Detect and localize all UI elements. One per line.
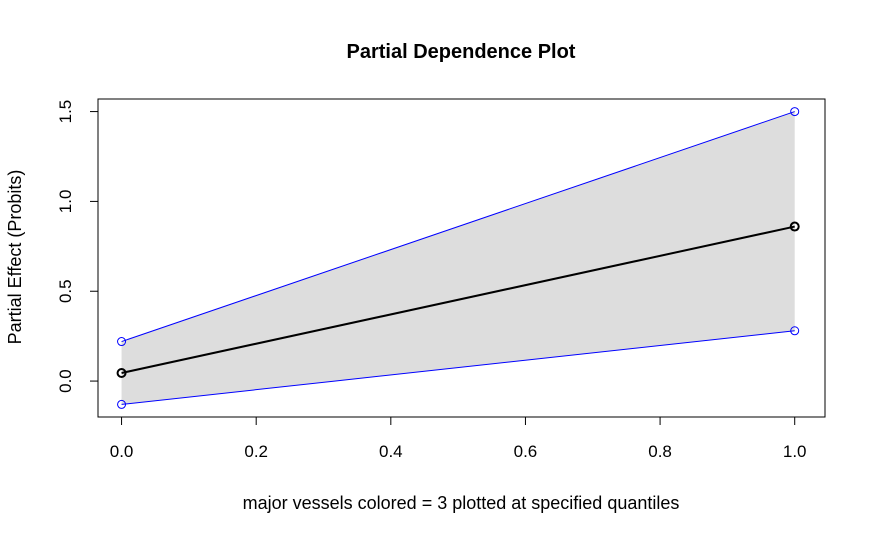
upper-point [790,107,800,117]
chart-title: Partial Dependence Plot [347,41,576,63]
estimate-point [116,367,127,378]
x-tick-label: 1.0 [783,442,807,461]
estimate-point [789,221,800,232]
upper-point [117,337,127,347]
upper-line [121,111,795,343]
x-axis: 0.0 0.2 0.4 0.6 0.8 1.0 [110,416,807,461]
confidence-band [121,111,795,405]
lower-line [121,330,795,405]
y-tick-label: 1.5 [56,100,75,124]
y-axis-label: Partial Effect (Probits) [5,170,25,345]
series-points [116,107,800,409]
x-axis-label: major vessels colored = 3 plotted at spe… [243,493,680,513]
x-tick-label: 0.2 [244,442,268,461]
lower-point [117,399,127,409]
x-tick-label: 0.6 [514,442,538,461]
estimate-line [121,225,795,374]
y-tick-label: 0.0 [56,369,75,393]
y-tick-label: 1.0 [56,190,75,214]
series-lines [121,111,795,405]
lower-point [790,326,800,336]
x-tick-label: 0.8 [648,442,672,461]
confidence-band-area [121,111,795,405]
y-tick-label: 0.5 [56,279,75,303]
x-tick-label: 0.4 [379,442,403,461]
x-tick-label: 0.0 [110,442,134,461]
y-axis: 0.0 0.5 1.0 1.5 [56,100,99,393]
